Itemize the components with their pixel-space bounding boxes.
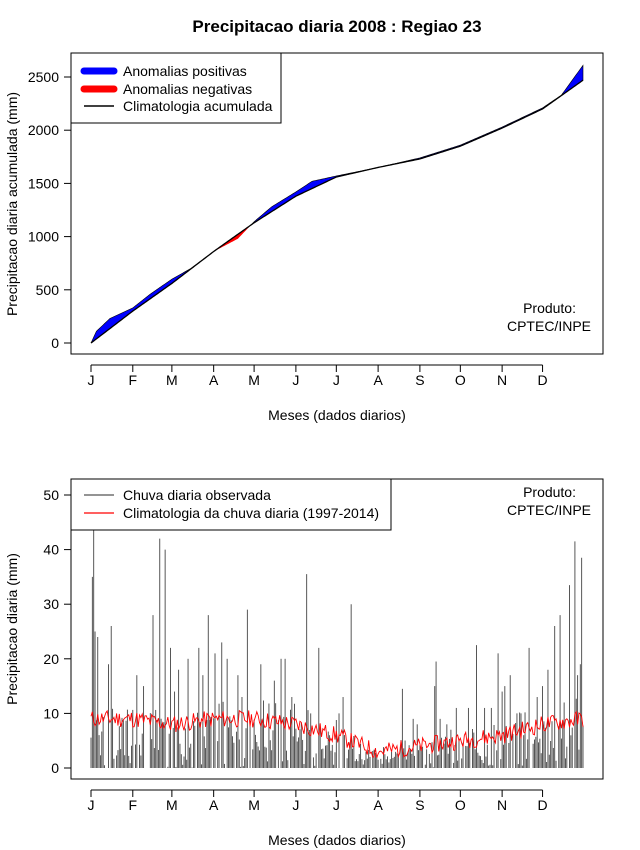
- daily-x-label: Meses (dados diarios): [268, 832, 406, 848]
- cumulative-y-tick-label: 0: [51, 335, 59, 351]
- daily-x-tick-label: A: [373, 797, 383, 813]
- daily-x-tick-label: A: [209, 797, 219, 813]
- daily-y-axis: 0 10 20 30 40 50: [43, 487, 72, 776]
- cumulative-x-tick-label: M: [248, 372, 260, 388]
- cumulative-product-label-1: Produto:: [523, 300, 576, 316]
- cumulative-y-tick-label: 2000: [28, 122, 59, 138]
- daily-x-tick-label: S: [415, 797, 424, 813]
- daily-x-tick-label: O: [455, 797, 466, 813]
- daily-y-tick-label: 0: [51, 760, 59, 776]
- legend-label-observed: Chuva diaria observada: [123, 487, 271, 503]
- daily-climatology-line: [90, 709, 584, 759]
- cumulative-x-tick-label: D: [537, 372, 547, 388]
- legend-label-daily-climatology: Climatologia da chuva diaria (1997-2014): [123, 505, 379, 521]
- cumulative-product-label-2: CPTEC/INPE: [507, 318, 591, 334]
- cumulative-legend: Anomalias positivas Anomalias negativas …: [70, 52, 282, 124]
- daily-y-tick-label: 20: [43, 651, 59, 667]
- daily-y-tick-label: 30: [43, 596, 59, 612]
- cumulative-panel: 0 500 1000 1500 2000 2500 J F M A M J J A S O N D Precip…: [4, 52, 604, 423]
- legend-label-positive: Anomalias positivas: [123, 63, 247, 79]
- cumulative-y-axis: 0 500 1000 1500 2000 2500: [28, 69, 72, 351]
- legend-label-negative: Anomalias negativas: [123, 81, 252, 97]
- cumulative-y-tick-label: 2500: [28, 69, 59, 85]
- daily-product-label-2: CPTEC/INPE: [507, 502, 591, 518]
- cumulative-x-tick-label: O: [455, 372, 466, 388]
- cumulative-x-label: Meses (dados diarios): [268, 407, 406, 423]
- daily-x-tick-label: J: [292, 797, 299, 813]
- cumulative-x-tick-label: S: [415, 372, 424, 388]
- daily-x-tick-label: J: [333, 797, 340, 813]
- cumulative-x-tick-label: F: [129, 372, 138, 388]
- chart-title: Precipitacao diaria 2008 : Regiao 23: [192, 17, 481, 36]
- daily-x-tick-label: J: [88, 797, 95, 813]
- legend-label-climatology: Climatologia acumulada: [123, 98, 273, 114]
- cumulative-climatology-line: [90, 79, 584, 344]
- daily-observed-bars: [90, 530, 584, 768]
- daily-y-label: Precipitacao diaria (mm): [4, 553, 20, 705]
- cumulative-x-tick-label: A: [209, 372, 219, 388]
- cumulative-x-tick-label: J: [292, 372, 299, 388]
- daily-y-tick-label: 40: [43, 542, 59, 558]
- daily-panel: 0 10 20 30 40 50 J F M A M J J A S O N D Precipitacao di…: [4, 478, 604, 848]
- cumulative-x-tick-label: M: [166, 372, 178, 388]
- daily-y-tick-label: 50: [43, 487, 59, 503]
- daily-x-tick-label: F: [129, 797, 138, 813]
- daily-x-tick-label: M: [248, 797, 260, 813]
- daily-x-tick-label: M: [166, 797, 178, 813]
- cumulative-x-tick-label: A: [373, 372, 383, 388]
- cumulative-x-tick-label: N: [497, 372, 507, 388]
- daily-y-tick-label: 10: [43, 705, 59, 721]
- daily-legend: Chuva diaria observada Climatologia da c…: [70, 478, 392, 531]
- cumulative-x-tick-label: J: [333, 372, 340, 388]
- daily-x-tick-label: N: [497, 797, 507, 813]
- cumulative-y-tick-label: 500: [36, 282, 60, 298]
- cumulative-y-tick-label: 1500: [28, 175, 59, 191]
- cumulative-x-tick-label: J: [88, 372, 95, 388]
- cumulative-y-tick-label: 1000: [28, 229, 59, 245]
- cumulative-y-label: Precipitacao diaria acumulada (mm): [4, 92, 20, 316]
- daily-legend-box: [70, 478, 392, 531]
- daily-x-tick-label: D: [537, 797, 547, 813]
- daily-product-label-1: Produto:: [523, 484, 576, 500]
